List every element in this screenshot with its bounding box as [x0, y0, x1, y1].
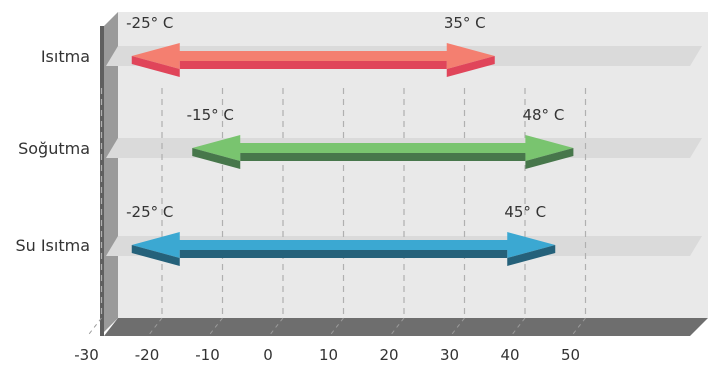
x-tick-label: 40 [500, 346, 519, 364]
floor-gridline [87, 317, 102, 337]
x-tick-label: 0 [263, 346, 273, 364]
floor-gridline [450, 317, 465, 337]
x-tick-label: -30 [74, 346, 99, 364]
category-label: Soğutma [18, 139, 90, 158]
floor-gridline [329, 317, 344, 337]
floor-gridline [268, 317, 284, 337]
min-value-label: -25° C [126, 203, 173, 221]
x-tick-label: -20 [135, 346, 160, 364]
max-value-label: 45° C [504, 203, 546, 221]
min-value-label: -15° C [187, 106, 234, 124]
arrow-top-face [192, 135, 574, 161]
range-arrow: -25° C 45° C [126, 203, 556, 266]
arrow-top-face [131, 43, 495, 69]
floor-gridline [147, 317, 163, 337]
x-tick-label: 20 [379, 346, 398, 364]
x-tick-label: -10 [195, 346, 220, 364]
min-value-label: -25° C [126, 14, 173, 32]
category-label: Isıtma [41, 47, 90, 66]
floor-gridline [208, 317, 223, 337]
floor-gridline [571, 317, 586, 337]
x-tick-label: 50 [561, 346, 580, 364]
arrow-front-face [192, 148, 574, 169]
x-tick-label: 10 [319, 346, 338, 364]
range-arrow: -15° C 48° C [187, 106, 574, 169]
floor [104, 318, 708, 336]
x-tick-label: 30 [440, 346, 459, 364]
arrow-front-face [131, 56, 495, 77]
range-arrow: -25° C 35° C [126, 14, 495, 77]
floor-gridline [510, 317, 526, 337]
category-label: Su Isıtma [15, 236, 90, 255]
arrow-top-face [131, 232, 556, 258]
arrow-front-face [131, 245, 556, 266]
max-value-label: 48° C [522, 106, 564, 124]
max-value-label: 35° C [444, 14, 486, 32]
floor-gridline [389, 317, 405, 337]
